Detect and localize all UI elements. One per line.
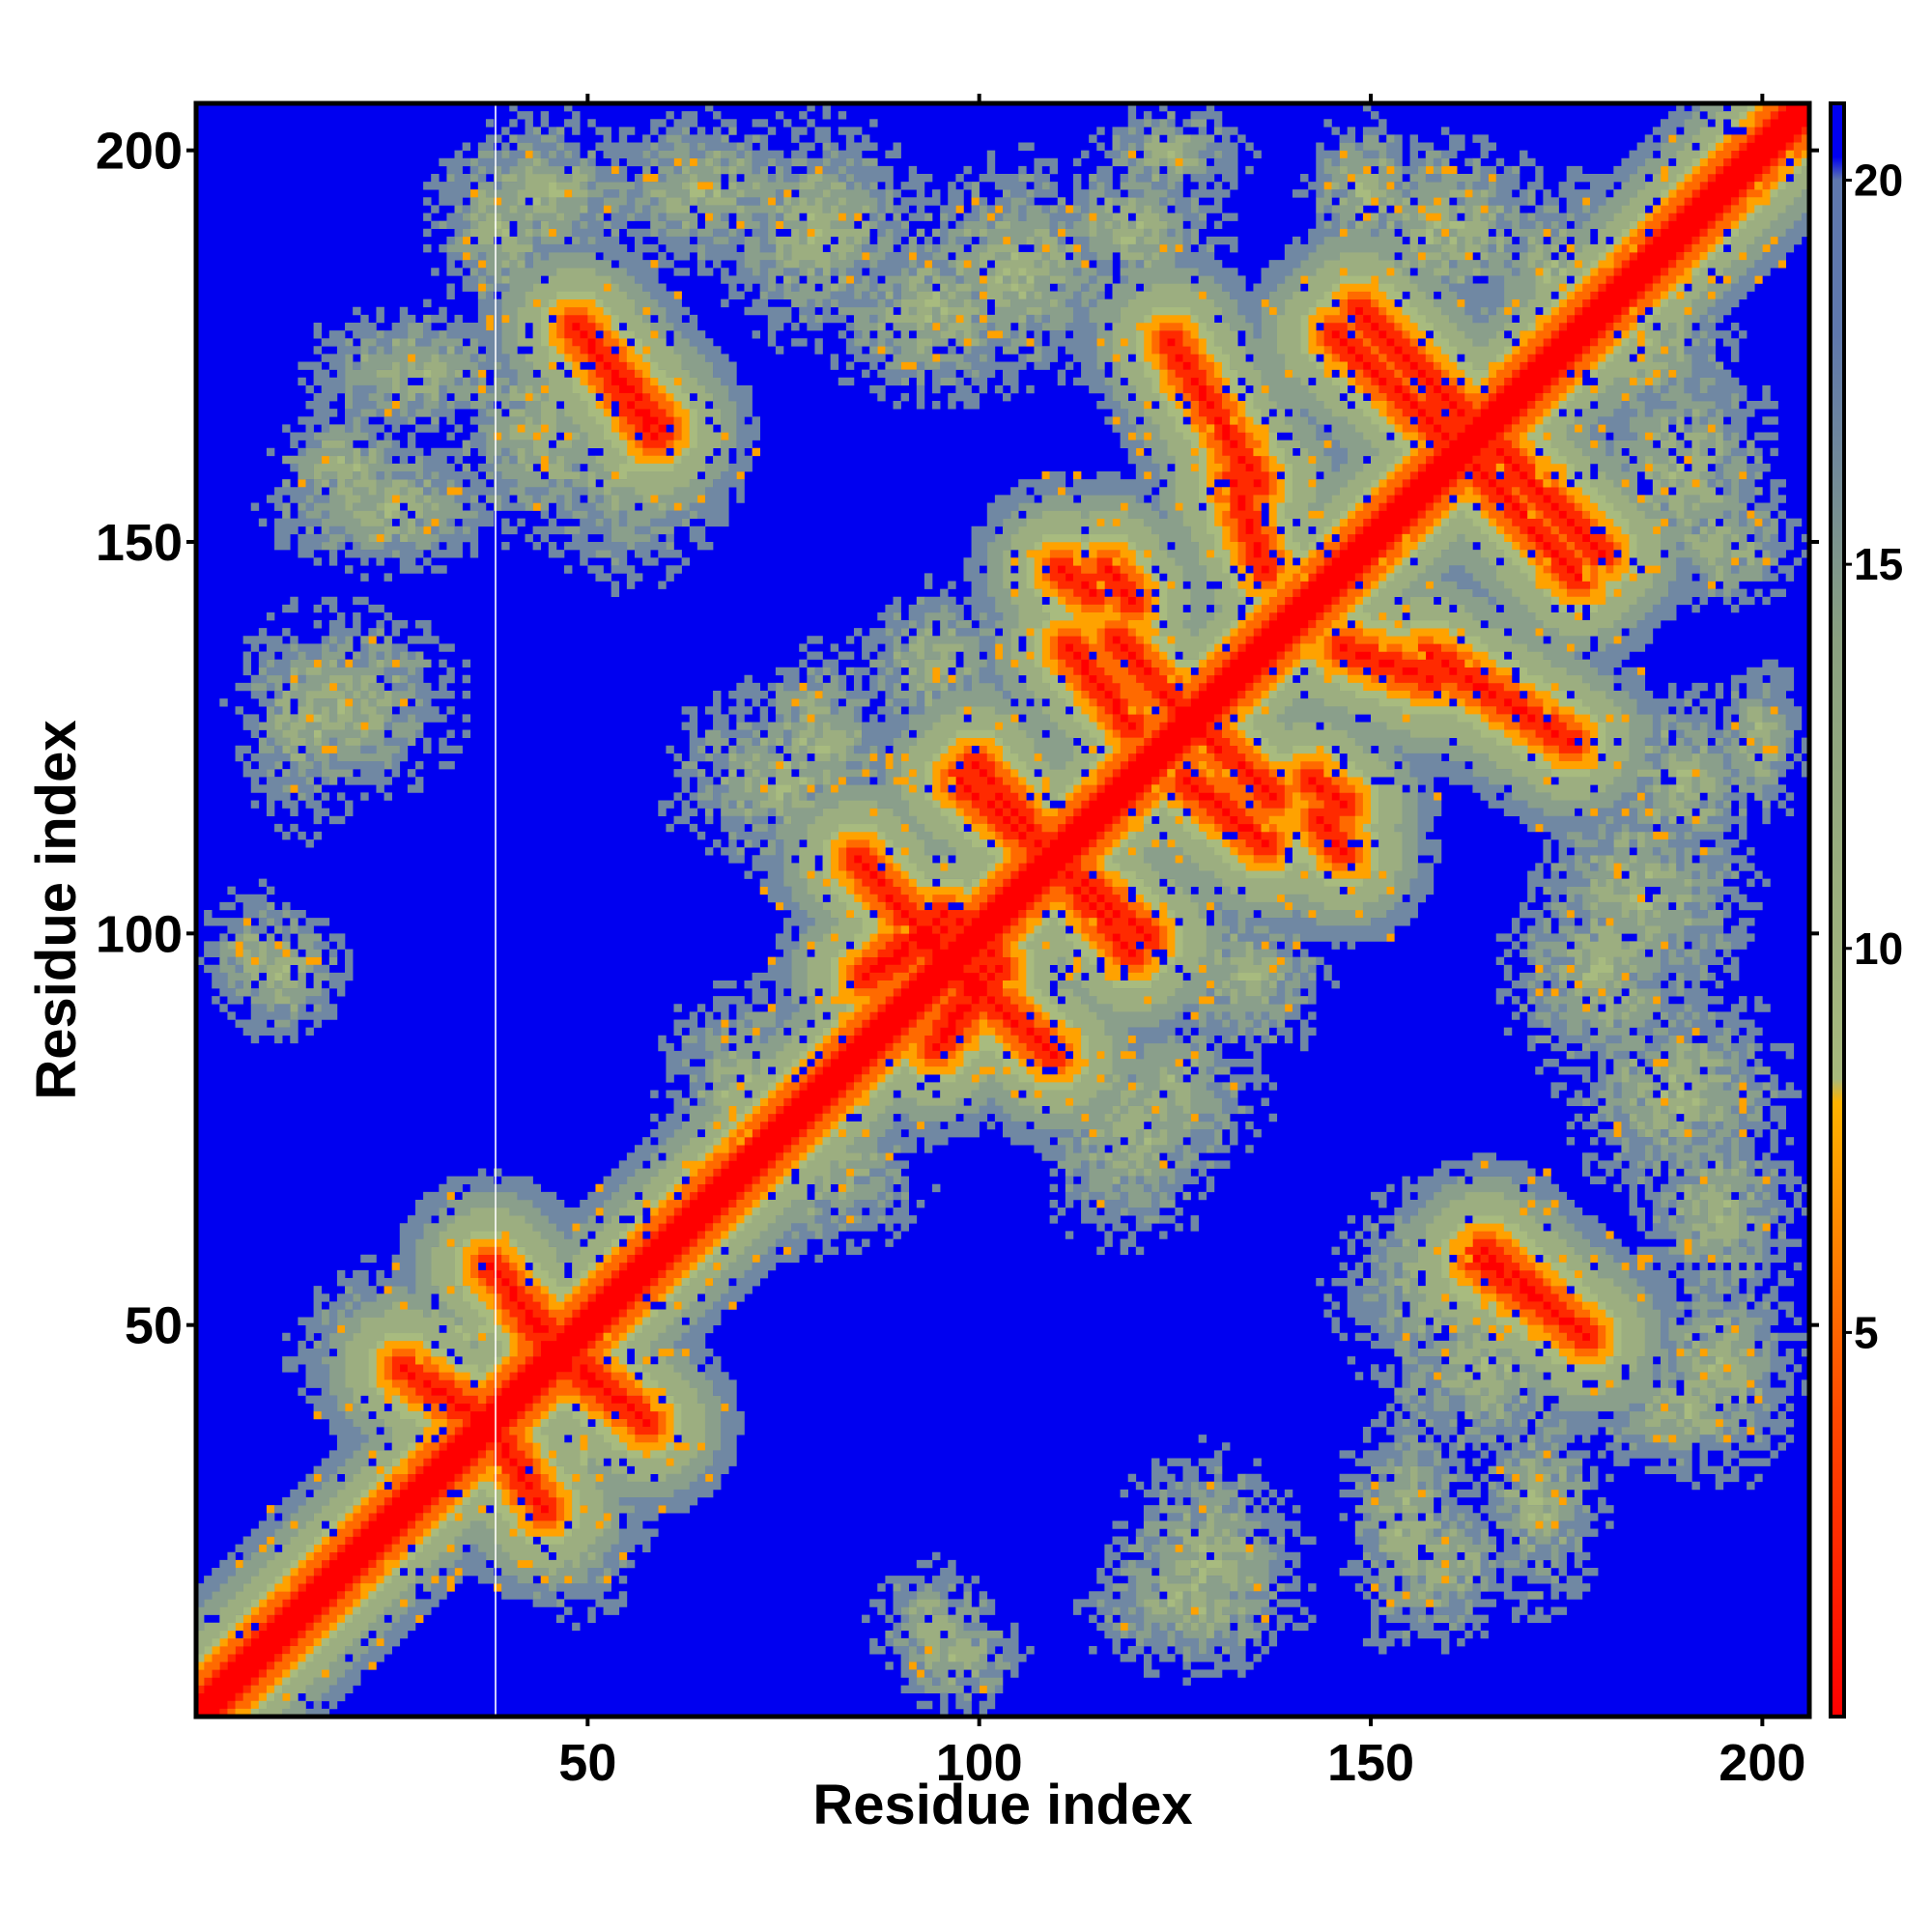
x-tick-label: 50 — [558, 1734, 616, 1792]
heatmap-cells — [196, 103, 1810, 1718]
x-tick-label: 200 — [1719, 1734, 1805, 1792]
colorbar-gradient — [1829, 101, 1846, 1719]
colorbar-tick-label: 15 — [1854, 539, 1903, 589]
heatmap-cell-group — [196, 103, 1810, 1718]
y-axis: 50 100 150 200 — [96, 123, 1819, 1355]
y-axis-title: Residue index — [25, 720, 88, 1099]
x-tick-label: 100 — [936, 1734, 1023, 1792]
x-tick-label: 150 — [1327, 1734, 1414, 1792]
colorbar-tick-label: 20 — [1854, 156, 1903, 206]
heatmap-cell-group — [196, 103, 1810, 1718]
colorbar-tick-label: 10 — [1854, 923, 1903, 974]
colorbar: 5 10 15 20 — [1829, 101, 1903, 1719]
x-axis: 50 100 150 200 — [558, 94, 1805, 1792]
y-tick-label: 100 — [96, 905, 183, 963]
y-tick-label: 150 — [96, 514, 183, 572]
y-tick-label: 50 — [125, 1297, 183, 1355]
y-tick-label: 200 — [96, 123, 183, 181]
colorbar-tick-label: 5 — [1854, 1307, 1879, 1357]
x-axis-title: Residue index — [812, 1774, 1192, 1836]
plot-frame — [193, 100, 1812, 1719]
colorbar-ticks: 5 10 15 20 — [1844, 156, 1903, 1357]
